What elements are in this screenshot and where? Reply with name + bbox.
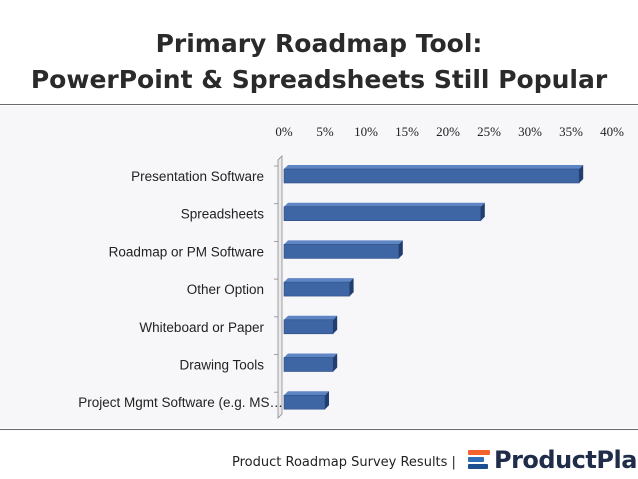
bar-top-face xyxy=(284,202,485,207)
bar-end-face xyxy=(333,315,338,334)
top-divider xyxy=(0,104,638,105)
bottom-divider xyxy=(0,429,638,430)
category-label: Drawing Tools xyxy=(179,358,264,373)
bar-top-face xyxy=(284,391,329,396)
bar-end-face xyxy=(579,165,584,183)
x-tick-label: 35% xyxy=(559,124,583,139)
x-tick-label: 20% xyxy=(436,124,460,139)
bar-end-face xyxy=(398,240,403,259)
x-tick-label: 30% xyxy=(518,124,542,139)
bar-top-face xyxy=(284,315,338,320)
x-tick-label: 0% xyxy=(275,124,293,139)
bar xyxy=(283,244,400,259)
bar-end-face xyxy=(325,391,329,410)
title-line-1: Primary Roadmap Tool: xyxy=(155,29,483,58)
bar xyxy=(283,206,482,221)
plot-background xyxy=(0,106,638,428)
category-label: Roadmap or PM Software xyxy=(109,244,264,259)
brand-name: ProductPlan xyxy=(494,446,638,474)
bar-top-face xyxy=(284,165,584,169)
bar-chart: 0% 5% 10% 15% 20% 25% 30% 35% 40% Presentation So… xyxy=(78,124,624,419)
bar-top-face xyxy=(284,353,338,358)
category-label: Whiteboard or Paper xyxy=(139,320,264,335)
bar xyxy=(283,281,350,297)
x-tick-label: 10% xyxy=(354,124,378,139)
bar xyxy=(283,168,580,184)
title-line-2: PowerPoint & Spreadsheets Still Popular xyxy=(30,65,608,94)
category-label: Presentation Software xyxy=(131,169,264,184)
footer: Product Roadmap Survey Results | Product… xyxy=(0,446,638,476)
bar xyxy=(283,357,334,372)
footer-text: Product Roadmap Survey Results | xyxy=(232,455,456,470)
category-label: Project Mgmt Software (e.g. MS… xyxy=(78,395,283,410)
x-tick-label: 40% xyxy=(600,124,624,139)
category-axis-wall xyxy=(277,155,283,419)
x-tick-label: 15% xyxy=(395,124,419,139)
brand-logo: ProductPlan xyxy=(468,446,638,474)
bar-end-face xyxy=(480,202,485,221)
x-tick-label: 25% xyxy=(477,124,501,139)
bar xyxy=(283,394,326,410)
category-label: Other Option xyxy=(187,282,264,297)
bar xyxy=(283,319,334,335)
bar-top-face xyxy=(284,278,354,283)
bar-top-face xyxy=(284,240,403,245)
bar-end-face xyxy=(333,353,338,372)
chart-title: Primary Roadmap Tool: PowerPoint & Sprea… xyxy=(0,26,638,98)
category-label: Spreadsheets xyxy=(181,207,265,222)
bar-end-face xyxy=(349,278,354,297)
x-tick-label: 5% xyxy=(316,124,334,139)
productplan-logo-icon xyxy=(468,448,490,472)
